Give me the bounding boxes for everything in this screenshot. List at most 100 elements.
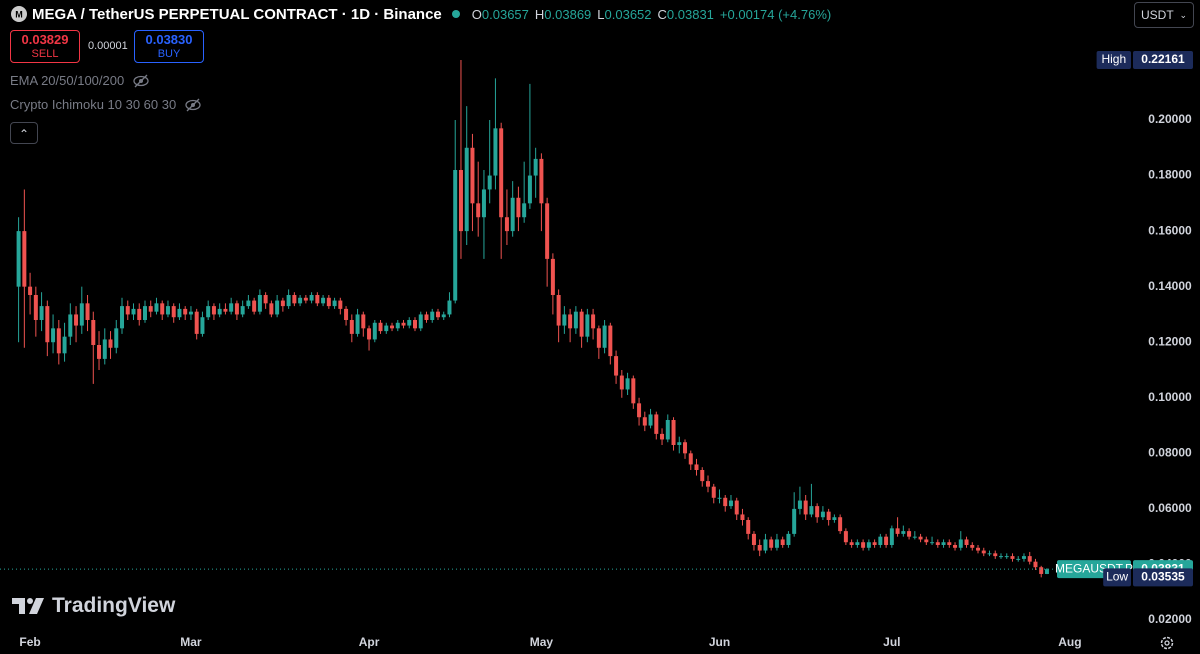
candle-body	[441, 314, 446, 318]
candle-body	[522, 203, 527, 218]
hidden-icon[interactable]	[184, 98, 202, 112]
candle-body	[464, 147, 469, 232]
candle-body	[843, 531, 848, 543]
y-tick-label: 0.12000	[1148, 334, 1192, 348]
candle-body	[751, 533, 756, 545]
candle-body	[930, 542, 935, 544]
candle-body	[223, 308, 228, 312]
candle-body	[579, 311, 584, 337]
candle-body	[315, 295, 320, 304]
indicator-row[interactable]: Crypto Ichimoku 10 30 60 30	[10, 97, 202, 112]
candle-body	[499, 128, 504, 218]
candle-body	[114, 328, 119, 348]
spread: 0.00001	[88, 40, 128, 52]
price-label-value-box	[1133, 50, 1193, 69]
candle-body	[912, 536, 917, 538]
candle-body	[918, 536, 923, 540]
price-label-value: 0.22161	[1141, 52, 1185, 66]
candle-body	[1027, 556, 1032, 562]
candle-body	[826, 511, 831, 520]
candle-body	[941, 542, 946, 545]
candle-body	[763, 539, 768, 551]
y-tick-label: 0.06000	[1148, 501, 1192, 515]
candle-body	[602, 325, 607, 348]
candle-body	[878, 536, 883, 545]
candle-body	[188, 311, 193, 315]
buy-price: 0.03830	[145, 32, 193, 47]
ohlc-label: O	[471, 6, 482, 22]
indicator-row[interactable]: EMA 20/50/100/200	[10, 73, 150, 88]
hidden-icon[interactable]	[132, 74, 150, 88]
candle-body	[142, 306, 147, 320]
candle-body	[780, 539, 785, 545]
candle-body	[516, 197, 521, 218]
candle-body	[217, 308, 222, 315]
candle-body	[849, 542, 854, 545]
candle-body	[91, 320, 96, 345]
candle-body	[889, 528, 894, 545]
candle-body	[56, 328, 61, 354]
candle-body	[269, 303, 274, 315]
candle-body	[740, 514, 745, 520]
candle-body	[510, 197, 515, 232]
candle-body	[717, 497, 722, 499]
candle-body	[648, 414, 653, 426]
candle-body	[734, 500, 739, 515]
candle-body	[700, 470, 705, 482]
candle-body	[275, 300, 280, 315]
currency: USDT	[1141, 8, 1174, 22]
candle-body	[131, 308, 136, 315]
candle-body	[200, 317, 205, 334]
candle-body	[935, 542, 940, 545]
candle-body	[774, 539, 779, 548]
candle-body	[493, 128, 498, 176]
candle-body	[137, 308, 142, 320]
collapse-button[interactable]: ⌃	[10, 122, 38, 144]
candle-body	[338, 300, 343, 309]
candle-body	[481, 189, 486, 218]
svg-text:M: M	[15, 9, 23, 19]
candle-body	[413, 320, 418, 329]
symbol-title[interactable]: MEGA / TetherUS PERPETUAL CONTRACT · 1D …	[32, 5, 442, 23]
candle-body	[958, 539, 963, 548]
candle-body	[809, 506, 814, 515]
candle-body	[970, 545, 975, 548]
candle-body	[206, 306, 211, 318]
candle-body	[148, 306, 153, 312]
y-tick-label: 0.08000	[1148, 446, 1192, 460]
candle-body	[993, 553, 998, 557]
candle-body	[838, 517, 843, 532]
candle-body	[309, 295, 314, 301]
candle-body	[430, 311, 435, 320]
settings-icon[interactable]	[1158, 634, 1176, 652]
y-tick-label: 0.16000	[1148, 223, 1192, 237]
sell-button[interactable]: 0.03829 SELL	[10, 30, 80, 63]
buy-button[interactable]: 0.03830 BUY	[134, 30, 204, 63]
candle-body	[194, 311, 199, 334]
candle-body	[326, 297, 331, 307]
candle-body	[125, 306, 130, 315]
candle-body	[1004, 556, 1009, 558]
candle-body	[108, 339, 113, 348]
candle-body	[797, 500, 802, 509]
candle-body	[550, 258, 555, 295]
x-tick-label: Jun	[709, 635, 730, 649]
candle-body	[901, 531, 906, 534]
x-tick-label: Aug	[1058, 635, 1081, 649]
candle-body	[723, 497, 728, 507]
ohlc-label: C	[657, 6, 667, 22]
currency-select[interactable]: USDT ⌄	[1134, 2, 1194, 28]
ohlc-label: H	[534, 6, 545, 22]
sell-label: SELL	[31, 48, 59, 60]
candle-body	[74, 314, 79, 326]
candle-body	[573, 311, 578, 329]
price-label: Low 0.03535	[1103, 568, 1193, 587]
candle-body	[171, 306, 176, 318]
candle-body	[866, 542, 871, 548]
price-label-value-box	[1133, 568, 1193, 587]
indicator: Crypto Ichimoku 10 30 60 30	[10, 97, 177, 112]
candle-body	[596, 328, 601, 348]
candle-body	[16, 231, 21, 287]
price-label-name: Low	[1106, 570, 1128, 584]
logo-icon	[12, 598, 44, 614]
